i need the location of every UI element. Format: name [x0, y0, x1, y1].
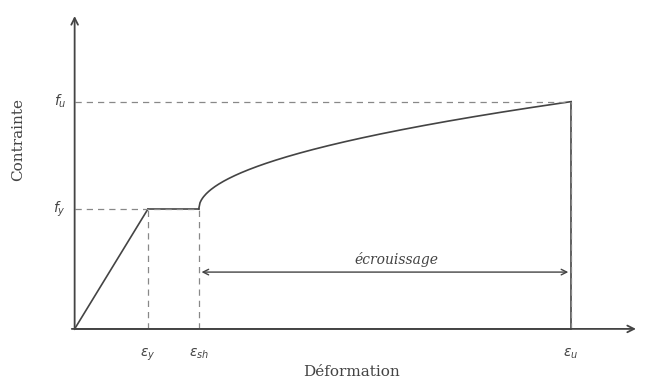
Text: $\varepsilon_{sh}$: $\varepsilon_{sh}$: [189, 346, 209, 361]
Text: $f_y$: $f_y$: [53, 199, 66, 219]
Text: Déformation: Déformation: [303, 365, 399, 379]
Text: Contrainte: Contrainte: [11, 98, 25, 181]
Text: $f_u$: $f_u$: [53, 93, 66, 110]
Text: $\varepsilon_y$: $\varepsilon_y$: [141, 346, 156, 363]
Text: écrouissage: écrouissage: [354, 252, 438, 267]
Text: $\varepsilon_u$: $\varepsilon_u$: [564, 346, 579, 361]
